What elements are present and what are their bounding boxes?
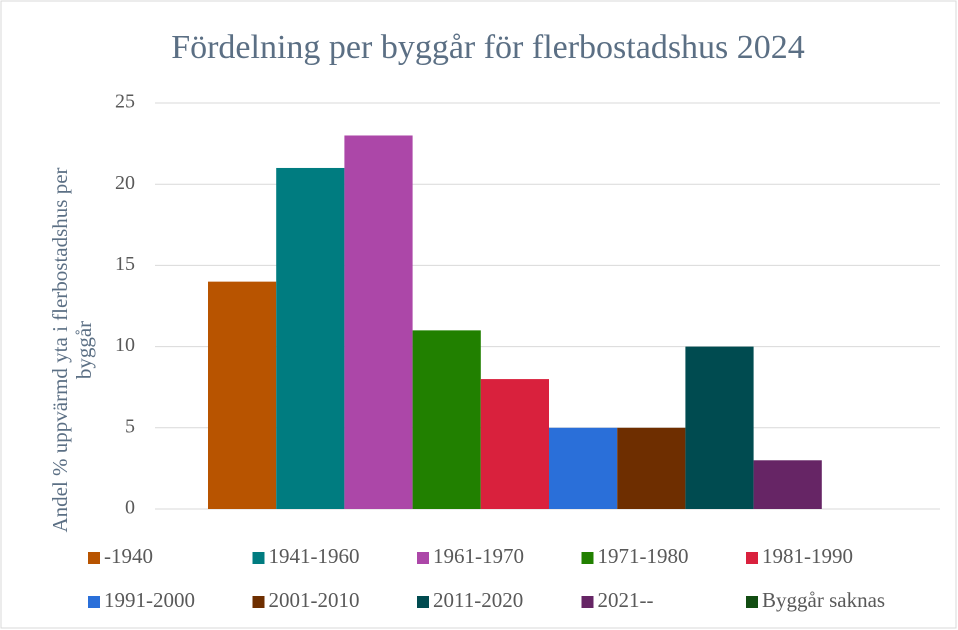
legend-swatch bbox=[88, 552, 100, 564]
chart-title: Fördelning per byggår för flerbostadshus… bbox=[171, 29, 805, 66]
y-tick-label: 15 bbox=[115, 253, 135, 275]
legend-label: 2021-- bbox=[598, 588, 654, 612]
legend-swatch bbox=[252, 596, 265, 608]
bar bbox=[344, 135, 413, 510]
bar bbox=[480, 379, 549, 509]
legend-label: 2001-2010 bbox=[269, 588, 360, 612]
bar bbox=[617, 427, 686, 509]
legend-label: Byggår saknas bbox=[762, 588, 885, 612]
bar bbox=[412, 330, 481, 509]
legend-label: 1971-1980 bbox=[598, 544, 689, 568]
y-tick-label: 20 bbox=[115, 172, 135, 194]
legend-swatch bbox=[746, 596, 758, 608]
y-axis-label: Andel % uppvärmd yta i flerbostadshus pe… bbox=[48, 167, 96, 532]
legend-swatch bbox=[252, 552, 265, 564]
legend-swatch bbox=[581, 596, 594, 608]
bar bbox=[549, 427, 618, 509]
legend-label: 1981-1990 bbox=[762, 544, 853, 568]
legend-label: -1940 bbox=[104, 544, 153, 568]
legend-label: 1961-1970 bbox=[433, 544, 524, 568]
bar bbox=[208, 281, 277, 509]
legend-swatch bbox=[746, 552, 758, 564]
legend-label: 2011-2020 bbox=[433, 588, 523, 612]
y-tick-label: 0 bbox=[125, 497, 135, 519]
legend-swatch bbox=[417, 596, 429, 608]
bar bbox=[753, 460, 822, 509]
legend-label: 1941-1960 bbox=[269, 544, 360, 568]
y-tick-label: 5 bbox=[125, 415, 135, 437]
y-tick-label: 25 bbox=[115, 91, 135, 113]
y-axis-label-text-cont: byggår bbox=[72, 321, 96, 379]
bar bbox=[685, 346, 754, 509]
y-axis-label-text: Andel % uppvärmd yta i flerbostadshus pe… bbox=[48, 167, 72, 532]
legend-swatch bbox=[88, 596, 100, 608]
legend-swatch bbox=[417, 552, 429, 564]
legend-swatch bbox=[581, 552, 594, 564]
legend-label: 1991-2000 bbox=[104, 588, 195, 612]
bar bbox=[276, 167, 345, 509]
y-tick-label: 10 bbox=[115, 334, 135, 356]
